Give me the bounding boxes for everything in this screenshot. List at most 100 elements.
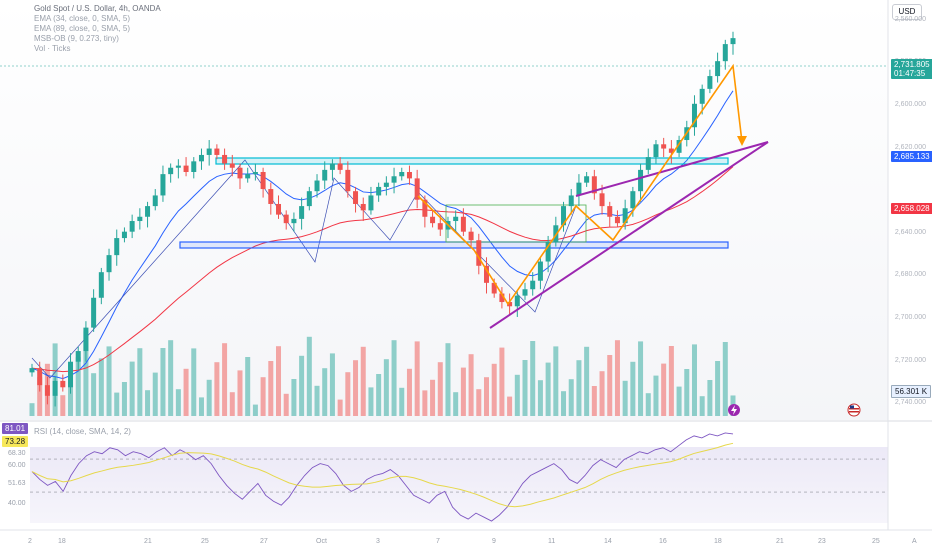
candle[interactable] bbox=[422, 195, 428, 228]
candle[interactable] bbox=[168, 163, 174, 183]
candle[interactable] bbox=[607, 201, 613, 228]
candle[interactable] bbox=[237, 163, 243, 190]
candle[interactable] bbox=[37, 361, 43, 392]
candle[interactable] bbox=[60, 374, 66, 392]
currency-button[interactable]: USD bbox=[892, 4, 922, 20]
wedge-upper-trendline[interactable] bbox=[575, 141, 769, 197]
candle[interactable] bbox=[645, 148, 651, 175]
candle[interactable] bbox=[568, 189, 574, 215]
candle[interactable] bbox=[638, 163, 644, 202]
candle[interactable] bbox=[584, 172, 590, 187]
candle[interactable] bbox=[383, 176, 389, 196]
candle[interactable] bbox=[537, 257, 543, 290]
rsi-legend[interactable]: RSI (14, close, SMA, 14, 2) bbox=[34, 427, 131, 436]
candle[interactable] bbox=[507, 293, 513, 315]
candle[interactable] bbox=[414, 169, 420, 209]
candle[interactable] bbox=[707, 69, 713, 94]
candle[interactable] bbox=[152, 189, 158, 211]
candle[interactable] bbox=[614, 210, 620, 228]
candle[interactable] bbox=[591, 169, 597, 200]
candle[interactable] bbox=[283, 210, 289, 230]
candle[interactable] bbox=[715, 52, 721, 83]
candle[interactable] bbox=[52, 376, 58, 407]
candle[interactable] bbox=[214, 144, 220, 160]
candle[interactable] bbox=[545, 235, 551, 273]
resistance-zone[interactable] bbox=[215, 157, 729, 165]
candle[interactable] bbox=[129, 214, 135, 239]
candle[interactable] bbox=[576, 174, 582, 207]
candle[interactable] bbox=[483, 257, 489, 294]
candle[interactable] bbox=[98, 267, 104, 305]
candle[interactable] bbox=[476, 233, 482, 275]
candle[interactable] bbox=[530, 272, 536, 296]
candle[interactable] bbox=[44, 376, 50, 405]
candle[interactable] bbox=[329, 159, 335, 181]
candle[interactable] bbox=[121, 227, 127, 243]
rsi-sma-line[interactable] bbox=[31, 442, 734, 508]
candle[interactable] bbox=[622, 199, 628, 230]
candle[interactable] bbox=[68, 353, 74, 394]
candle[interactable] bbox=[29, 363, 35, 377]
candle[interactable] bbox=[368, 186, 374, 215]
candle[interactable] bbox=[730, 31, 736, 55]
candle[interactable] bbox=[499, 287, 505, 309]
candle[interactable] bbox=[229, 154, 235, 177]
candle[interactable] bbox=[206, 140, 212, 166]
candle[interactable] bbox=[722, 39, 728, 70]
candle[interactable] bbox=[299, 197, 305, 230]
candle[interactable] bbox=[222, 148, 228, 170]
support-zone[interactable] bbox=[179, 241, 729, 249]
candle[interactable] bbox=[75, 346, 81, 371]
candle[interactable] bbox=[106, 248, 112, 281]
candle[interactable] bbox=[198, 148, 204, 170]
candle[interactable] bbox=[653, 140, 659, 164]
candle[interactable] bbox=[114, 229, 120, 266]
candle[interactable] bbox=[268, 182, 274, 215]
candle[interactable] bbox=[468, 227, 474, 247]
legend-title[interactable]: Gold Spot / U.S. Dollar, 4h, OANDA bbox=[34, 4, 161, 13]
candle[interactable] bbox=[668, 140, 674, 164]
candle[interactable] bbox=[514, 291, 520, 317]
ema89-line[interactable] bbox=[31, 166, 734, 373]
candle[interactable] bbox=[561, 201, 567, 232]
price-pane[interactable] bbox=[0, 0, 888, 420]
candle[interactable] bbox=[399, 167, 405, 181]
candle[interactable] bbox=[353, 186, 359, 213]
legend-ema89[interactable]: EMA (89, close, 0, SMA, 5) bbox=[34, 24, 131, 33]
candle[interactable] bbox=[360, 197, 366, 222]
legend-volume[interactable]: Vol · Ticks bbox=[34, 44, 71, 53]
rsi-line[interactable] bbox=[31, 432, 734, 522]
ema34-line[interactable] bbox=[31, 90, 734, 380]
wedge-lower-trendline[interactable] bbox=[489, 141, 769, 329]
candle[interactable] bbox=[391, 167, 397, 194]
candle[interactable] bbox=[676, 135, 682, 158]
candle[interactable] bbox=[406, 165, 412, 185]
legend-ema34[interactable]: EMA (34, close, 0, SMA, 5) bbox=[34, 14, 131, 23]
candle[interactable] bbox=[430, 210, 436, 228]
candle[interactable] bbox=[260, 167, 266, 198]
candle[interactable] bbox=[183, 157, 189, 177]
candle[interactable] bbox=[145, 201, 151, 228]
price-path-arrow[interactable] bbox=[417, 63, 743, 306]
candle[interactable] bbox=[291, 212, 297, 232]
candle[interactable] bbox=[306, 186, 312, 211]
candle[interactable] bbox=[160, 165, 166, 202]
candle[interactable] bbox=[661, 137, 667, 158]
candle[interactable] bbox=[322, 161, 328, 190]
legend-msb-ob[interactable]: MSB-OB (9, 0.273, tiny) bbox=[34, 34, 119, 43]
candle[interactable] bbox=[91, 289, 97, 332]
candle[interactable] bbox=[314, 174, 320, 198]
candle[interactable] bbox=[175, 159, 181, 179]
candle[interactable] bbox=[83, 321, 89, 362]
lightning-icon[interactable] bbox=[727, 403, 741, 417]
candle[interactable] bbox=[460, 208, 466, 236]
candle[interactable] bbox=[252, 163, 258, 181]
candle[interactable] bbox=[137, 208, 143, 230]
candle[interactable] bbox=[376, 182, 382, 202]
candle[interactable] bbox=[522, 282, 528, 300]
candle[interactable] bbox=[691, 95, 697, 136]
candle[interactable] bbox=[276, 195, 282, 219]
candle[interactable] bbox=[191, 157, 197, 179]
candle[interactable] bbox=[453, 210, 459, 232]
